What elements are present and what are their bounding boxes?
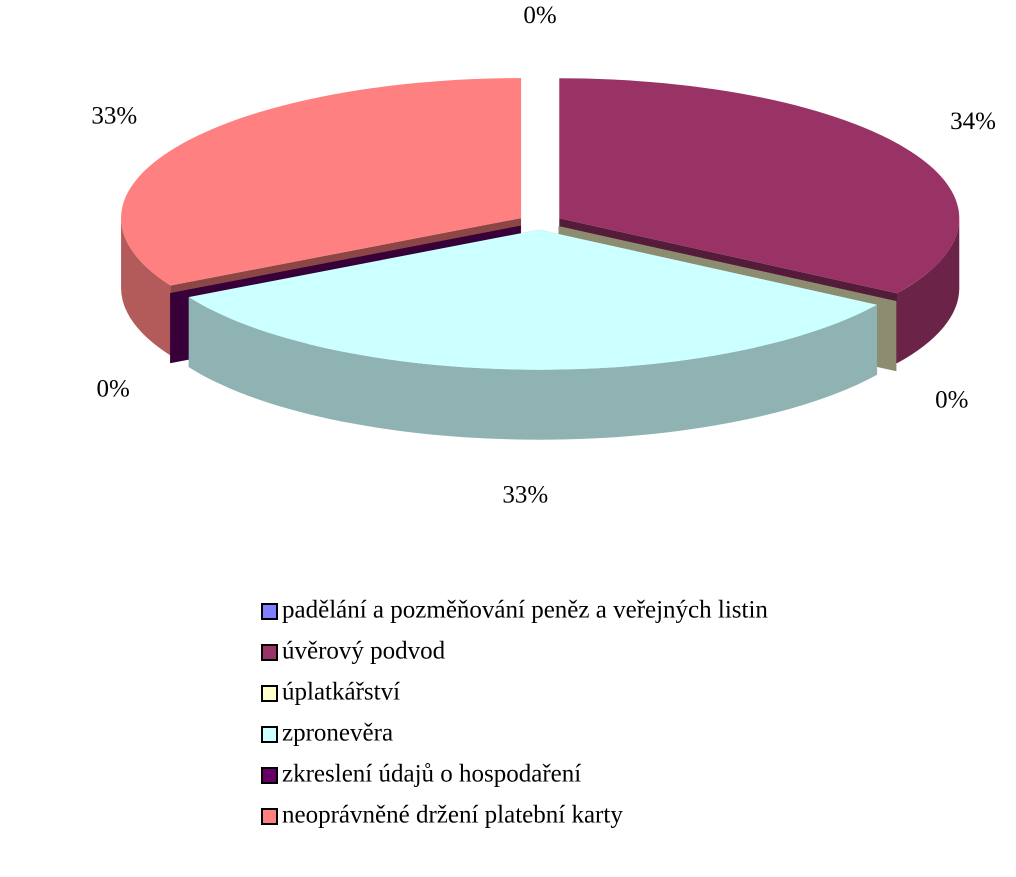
slice-top [121, 78, 522, 286]
legend-label: zkreslení údajů o hospodaření [282, 761, 581, 788]
legend-swatch [261, 767, 278, 784]
legend-swatch [261, 603, 278, 620]
legend-label: úplatkářství [282, 679, 400, 706]
legend-swatch [261, 808, 278, 825]
slice-side [188, 297, 878, 440]
slice-side [121, 218, 171, 356]
legend-swatch [261, 685, 278, 702]
slice-side [897, 218, 960, 364]
slice-top [559, 78, 960, 294]
slice [188, 229, 878, 440]
legend-label: zpronevěra [282, 720, 393, 747]
legend-label: úvěrový podvod [282, 638, 446, 665]
data-label: 33% [502, 481, 548, 508]
data-label: 34% [950, 108, 996, 135]
legend-label: padělání a pozměňování peněz a veřejných… [282, 597, 768, 624]
data-label: 0% [97, 375, 130, 402]
legend-swatch [261, 644, 278, 661]
legend-label: neoprávněné držení platební karty [282, 802, 623, 829]
slice-top [558, 226, 897, 302]
legend-swatch [261, 726, 278, 743]
data-label: 33% [91, 103, 137, 130]
slice-top [188, 229, 878, 370]
data-label: 0% [523, 2, 556, 29]
data-label: 0% [935, 386, 968, 413]
